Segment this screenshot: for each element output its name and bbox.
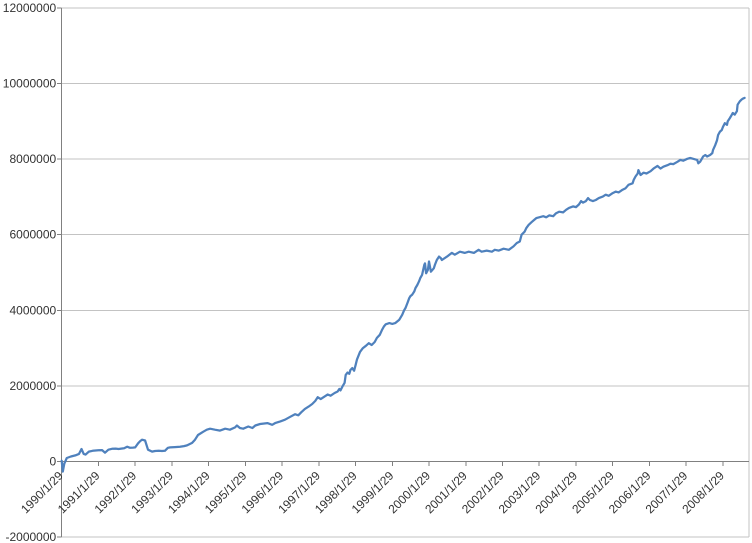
y-tick-label: 0	[50, 454, 57, 468]
y-tick-label: 12000000	[3, 1, 57, 15]
y-tick-label: 2000000	[9, 379, 56, 393]
series-line	[60, 96, 746, 473]
y-tick-label: 4000000	[9, 303, 56, 317]
y-tick-label: 10000000	[3, 77, 57, 91]
y-tick-label: 6000000	[9, 228, 56, 242]
y-tick-label: 8000000	[9, 152, 56, 166]
y-tick-label: -2000000	[5, 530, 56, 543]
